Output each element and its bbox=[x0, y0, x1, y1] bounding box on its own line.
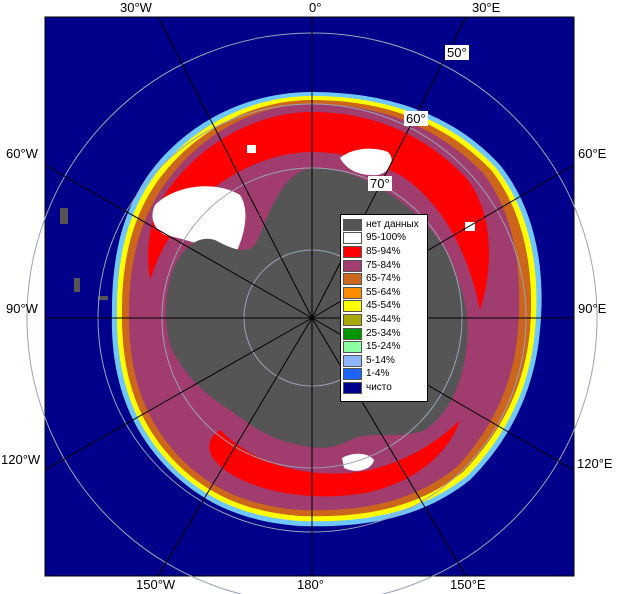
legend-label: 35-44% bbox=[366, 313, 401, 325]
ice-95-100-patch-weddell bbox=[152, 186, 246, 255]
legend-row: 35-44% bbox=[343, 313, 425, 327]
legend-swatch bbox=[343, 313, 362, 326]
legend-swatch bbox=[343, 368, 362, 381]
legend-row: 75-84% bbox=[343, 259, 425, 273]
legend-swatch bbox=[343, 381, 362, 394]
lon-label-0: 0° bbox=[309, 0, 322, 15]
lon-label-30e: 30°E bbox=[472, 0, 501, 15]
legend-row: 65-74% bbox=[343, 272, 425, 286]
legend-row: 5-14% bbox=[343, 354, 425, 368]
land-speck-2 bbox=[74, 278, 80, 292]
legend-row: нет данных bbox=[343, 218, 425, 232]
land-speck-1 bbox=[60, 208, 68, 224]
legend-row: 85-94% bbox=[343, 245, 425, 259]
ice-85-94-zone-south bbox=[209, 420, 460, 497]
lon-label-90e: 90°E bbox=[578, 301, 607, 316]
legend-row: 95-100% bbox=[343, 232, 425, 246]
lon-label-60e: 60°E bbox=[578, 146, 607, 161]
lat-label-50: 50° bbox=[445, 45, 469, 60]
legend-swatch bbox=[343, 273, 362, 286]
legend-label: 5-14% bbox=[366, 354, 395, 366]
lon-label-60w: 60°W bbox=[6, 146, 38, 161]
legend-row: чисто bbox=[343, 381, 425, 395]
legend-row: 55-64% bbox=[343, 286, 425, 300]
lat-label-70: 70° bbox=[368, 176, 392, 191]
lon-label-120w: 120°W bbox=[1, 452, 41, 467]
legend-swatch bbox=[343, 286, 362, 299]
legend-swatch bbox=[343, 218, 362, 231]
ice-95-100-patch-small bbox=[247, 145, 256, 153]
legend-label: нет данных bbox=[366, 218, 419, 230]
legend-label: 65-74% bbox=[366, 273, 401, 285]
lon-label-150e: 150°E bbox=[450, 577, 486, 592]
ice-95-100-patch-north bbox=[340, 148, 392, 176]
legend-label: 95-100% bbox=[366, 232, 407, 244]
legend-label: 15-24% bbox=[366, 341, 401, 353]
legend-swatch bbox=[343, 245, 362, 258]
lon-label-120e: 120°E bbox=[577, 456, 613, 471]
legend-row: 45-54% bbox=[343, 300, 425, 314]
lon-label-150w: 150°W bbox=[136, 577, 176, 592]
legend-row: 1-4% bbox=[343, 368, 425, 382]
ice-85-94-zone bbox=[148, 112, 490, 310]
legend-row: 15-24% bbox=[343, 340, 425, 354]
legend-label: 25-34% bbox=[366, 327, 401, 339]
legend-label: чисто bbox=[366, 381, 392, 393]
lon-label-90w: 90°W bbox=[6, 301, 38, 316]
legend-label: 55-64% bbox=[366, 286, 401, 298]
land-speck-3 bbox=[98, 296, 108, 300]
legend-swatch bbox=[343, 327, 362, 340]
legend-swatch bbox=[343, 232, 362, 245]
legend-label: 85-94% bbox=[366, 245, 401, 257]
legend-swatch bbox=[343, 259, 362, 272]
legend-label: 1-4% bbox=[366, 368, 390, 380]
legend-label: 45-54% bbox=[366, 300, 401, 312]
legend-row: 25-34% bbox=[343, 327, 425, 341]
legend-swatch bbox=[343, 300, 362, 313]
ice-95-100-patch-east bbox=[465, 222, 475, 231]
lon-label-30w: 30°W bbox=[120, 0, 152, 15]
legend-swatch bbox=[343, 354, 362, 367]
legend-label: 75-84% bbox=[366, 259, 401, 271]
legend-swatch bbox=[343, 341, 362, 354]
lat-label-60: 60° bbox=[404, 111, 428, 126]
map-legend: нет данных 95-100% 85-94% 75-84% 65-74% 55-64… bbox=[340, 214, 428, 402]
lon-label-180: 180° bbox=[297, 577, 324, 592]
